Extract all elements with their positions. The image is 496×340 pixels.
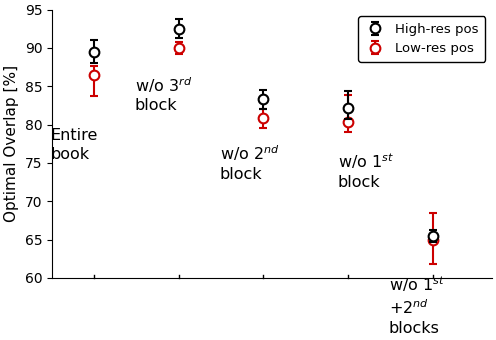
- Text: w/o 3$^{rd}$
block: w/o 3$^{rd}$ block: [135, 75, 192, 113]
- Text: w/o 1$^{st}$
+2$^{nd}$
blocks: w/o 1$^{st}$ +2$^{nd}$ blocks: [389, 274, 445, 336]
- Text: Entire
book: Entire book: [51, 129, 98, 162]
- Legend: High-res pos, Low-res pos: High-res pos, Low-res pos: [358, 16, 485, 62]
- Text: w/o 1$^{st}$
block: w/o 1$^{st}$ block: [338, 151, 394, 190]
- Y-axis label: Optimal Overlap [%]: Optimal Overlap [%]: [4, 65, 19, 222]
- Text: w/o 2$^{nd}$
block: w/o 2$^{nd}$ block: [220, 144, 279, 182]
